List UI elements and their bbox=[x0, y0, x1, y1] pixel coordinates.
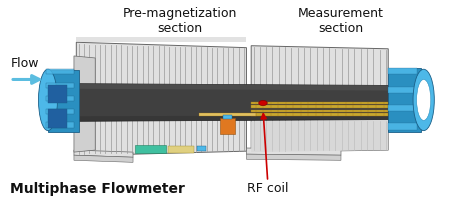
Bar bbox=[223, 115, 232, 119]
Bar bbox=[46, 109, 74, 114]
Text: RF coil: RF coil bbox=[247, 183, 289, 195]
Polygon shape bbox=[246, 154, 341, 160]
Bar bbox=[46, 83, 74, 88]
Polygon shape bbox=[74, 155, 133, 162]
Polygon shape bbox=[76, 42, 246, 156]
Bar bbox=[388, 87, 417, 93]
Bar bbox=[388, 68, 421, 132]
Bar bbox=[220, 118, 235, 134]
Text: Measurement
section: Measurement section bbox=[298, 7, 384, 35]
Bar bbox=[388, 105, 417, 111]
Bar bbox=[251, 113, 388, 116]
Bar bbox=[46, 69, 74, 74]
Bar bbox=[46, 96, 74, 101]
Bar bbox=[136, 145, 166, 153]
Ellipse shape bbox=[417, 80, 431, 120]
Text: Pre-magnetization
section: Pre-magnetization section bbox=[123, 7, 237, 35]
Bar bbox=[46, 122, 74, 128]
Bar bbox=[388, 68, 417, 74]
Polygon shape bbox=[74, 150, 133, 157]
Bar bbox=[251, 110, 388, 112]
Bar bbox=[168, 146, 194, 153]
Bar bbox=[48, 85, 67, 103]
Bar bbox=[251, 102, 388, 104]
Bar bbox=[199, 113, 256, 116]
Bar bbox=[48, 70, 79, 132]
Polygon shape bbox=[74, 56, 95, 152]
Polygon shape bbox=[57, 84, 426, 121]
Text: Flow: Flow bbox=[11, 57, 40, 70]
Polygon shape bbox=[251, 46, 388, 152]
Polygon shape bbox=[246, 148, 341, 155]
Text: Multiphase Flowmeter: Multiphase Flowmeter bbox=[10, 182, 185, 196]
Ellipse shape bbox=[38, 69, 57, 131]
Polygon shape bbox=[57, 115, 426, 121]
Polygon shape bbox=[251, 119, 388, 152]
Bar bbox=[76, 37, 246, 42]
Bar bbox=[197, 146, 206, 151]
Ellipse shape bbox=[413, 69, 434, 131]
Bar bbox=[388, 123, 417, 130]
Bar bbox=[48, 109, 67, 128]
Bar bbox=[251, 105, 388, 108]
Polygon shape bbox=[57, 84, 426, 91]
Ellipse shape bbox=[259, 101, 267, 105]
